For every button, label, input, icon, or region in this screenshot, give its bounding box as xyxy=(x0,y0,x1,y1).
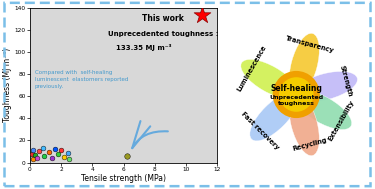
Point xyxy=(29,152,35,155)
Point xyxy=(58,149,64,152)
Ellipse shape xyxy=(289,33,319,96)
Point xyxy=(30,148,36,151)
Ellipse shape xyxy=(241,59,298,99)
Text: Self-healing: Self-healing xyxy=(270,84,322,93)
Point xyxy=(33,153,39,156)
Point xyxy=(39,146,45,149)
Point xyxy=(55,153,61,156)
Text: Strength: Strength xyxy=(339,65,353,98)
Circle shape xyxy=(273,71,320,118)
Point xyxy=(66,158,72,161)
Ellipse shape xyxy=(294,90,352,130)
Text: Compared with  self-healing
luminescent  elastomers reported
previously.: Compared with self-healing luminescent e… xyxy=(34,70,128,89)
Point xyxy=(62,156,68,159)
Point xyxy=(64,151,70,154)
Ellipse shape xyxy=(295,71,357,101)
Text: Unprecedented toughness :: Unprecedented toughness : xyxy=(108,31,219,37)
Point xyxy=(49,157,55,160)
Point xyxy=(52,148,58,151)
Text: This work: This work xyxy=(142,14,184,23)
Text: Fast recovery: Fast recovery xyxy=(240,111,280,151)
X-axis label: Tensile strength (MPa): Tensile strength (MPa) xyxy=(81,174,166,184)
Text: Transparency: Transparency xyxy=(285,35,334,54)
Y-axis label: Toughness (MJ m⁻³): Toughness (MJ m⁻³) xyxy=(3,48,12,122)
Ellipse shape xyxy=(250,92,299,141)
Point xyxy=(46,150,52,153)
Point xyxy=(34,156,40,159)
Text: Extensibility: Extensibility xyxy=(327,99,355,142)
Point xyxy=(199,13,205,16)
Text: Unprecedented
toughness: Unprecedented toughness xyxy=(269,95,323,106)
Point xyxy=(124,154,130,157)
Text: Recycling: Recycling xyxy=(292,137,327,152)
Point xyxy=(30,157,36,160)
Text: Luminescence: Luminescence xyxy=(236,44,267,93)
Point xyxy=(36,150,42,153)
Text: 133.35 MJ m⁻³: 133.35 MJ m⁻³ xyxy=(116,44,171,51)
Ellipse shape xyxy=(289,93,319,156)
Circle shape xyxy=(279,77,314,112)
Point xyxy=(41,154,47,157)
